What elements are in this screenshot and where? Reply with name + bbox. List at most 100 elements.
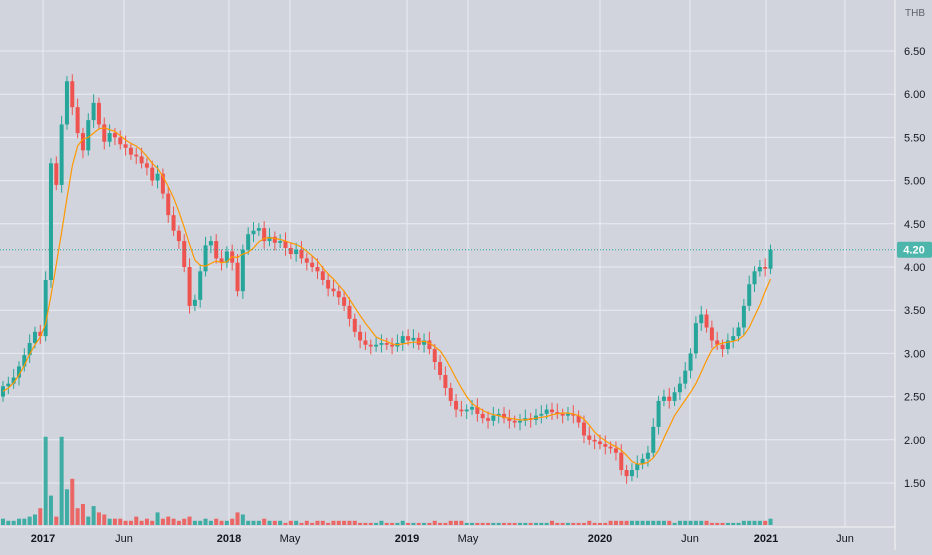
candle-body[interactable] xyxy=(342,297,347,306)
candle-body[interactable] xyxy=(267,236,272,242)
candle-body[interactable] xyxy=(709,327,714,341)
candle-body[interactable] xyxy=(454,400,459,410)
candle-body[interactable] xyxy=(48,163,53,280)
candle-body[interactable] xyxy=(208,241,213,246)
candle-body[interactable] xyxy=(368,344,373,347)
candle-body[interactable] xyxy=(262,228,267,242)
candle-body[interactable] xyxy=(27,343,32,356)
candle-body[interactable] xyxy=(294,249,299,255)
candle-body[interactable] xyxy=(459,409,464,412)
candle-body[interactable] xyxy=(475,406,480,414)
candle-body[interactable] xyxy=(91,102,96,121)
candle-body[interactable] xyxy=(128,147,133,155)
candle-body[interactable] xyxy=(715,340,720,345)
candle-body[interactable] xyxy=(416,337,421,345)
candle-body[interactable] xyxy=(400,336,405,344)
candle-body[interactable] xyxy=(315,267,320,272)
candle-body[interactable] xyxy=(336,291,341,298)
candle-body[interactable] xyxy=(411,337,416,341)
candle-body[interactable] xyxy=(70,81,75,108)
candle-body[interactable] xyxy=(661,396,666,401)
candle-body[interactable] xyxy=(651,426,656,453)
candle-body[interactable] xyxy=(683,370,688,384)
price-axis[interactable]: 1.50 2.00 2.50 3.00 3.50 4.00 4.50 5.00 5.50 6.00… xyxy=(904,46,925,490)
candle-body[interactable] xyxy=(358,331,363,341)
candle-body[interactable] xyxy=(518,420,523,423)
candle-body[interactable] xyxy=(150,167,155,181)
candle-body[interactable] xyxy=(155,173,160,181)
candle-body[interactable] xyxy=(38,331,43,337)
candle-body[interactable] xyxy=(198,271,203,300)
candle-body[interactable] xyxy=(182,241,187,267)
candle-body[interactable] xyxy=(736,327,741,337)
candle-body[interactable] xyxy=(240,249,245,292)
candle-body[interactable] xyxy=(704,314,709,328)
candle-body[interactable] xyxy=(235,262,240,292)
candle-body[interactable] xyxy=(656,400,661,427)
candle-body[interactable] xyxy=(507,418,512,421)
candle-body[interactable] xyxy=(246,234,251,250)
candle-body[interactable] xyxy=(310,262,315,267)
candle-body[interactable] xyxy=(278,241,283,243)
candle-body[interactable] xyxy=(118,137,123,145)
candle-body[interactable] xyxy=(720,344,725,350)
candle-body[interactable] xyxy=(32,331,37,344)
candle-body[interactable] xyxy=(693,323,698,354)
candle-body[interactable] xyxy=(763,267,768,269)
candle-body[interactable] xyxy=(64,81,69,125)
candle-body[interactable] xyxy=(176,230,181,242)
candle-body[interactable] xyxy=(352,318,357,332)
candle-body[interactable] xyxy=(597,441,602,445)
candle-body[interactable] xyxy=(731,336,736,341)
candle-body[interactable] xyxy=(443,375,448,388)
candle-body[interactable] xyxy=(326,279,331,289)
candle-body[interactable] xyxy=(299,249,304,259)
candle-body[interactable] xyxy=(22,355,27,367)
candle-body[interactable] xyxy=(1,386,5,397)
candle-body[interactable] xyxy=(496,413,501,416)
candle-body[interactable] xyxy=(544,409,549,414)
price-candles[interactable] xyxy=(1,74,773,484)
candle-body[interactable] xyxy=(757,267,762,272)
candle-body[interactable] xyxy=(43,279,48,337)
candle-body[interactable] xyxy=(629,470,634,477)
candle-body[interactable] xyxy=(571,413,576,416)
candle-body[interactable] xyxy=(438,362,443,375)
candle-body[interactable] xyxy=(219,258,224,263)
candle-body[interactable] xyxy=(59,124,64,185)
candle-body[interactable] xyxy=(486,418,491,421)
candle-body[interactable] xyxy=(331,288,336,292)
candle-body[interactable] xyxy=(747,284,752,306)
candle-body[interactable] xyxy=(160,173,165,194)
candle-body[interactable] xyxy=(752,271,757,285)
candle-body[interactable] xyxy=(427,340,432,350)
candle-body[interactable] xyxy=(645,452,650,459)
candle-body[interactable] xyxy=(406,336,411,341)
candle-body[interactable] xyxy=(464,409,469,412)
candle-body[interactable] xyxy=(667,396,672,401)
candle-body[interactable] xyxy=(608,446,613,449)
candle-body[interactable] xyxy=(619,452,624,471)
candle-body[interactable] xyxy=(677,383,682,393)
candle-body[interactable] xyxy=(448,387,453,401)
candle-body[interactable] xyxy=(75,107,80,134)
candle-body[interactable] xyxy=(768,249,773,269)
candle-body[interactable] xyxy=(139,156,144,164)
candle-body[interactable] xyxy=(565,413,570,416)
candle-body[interactable] xyxy=(102,124,107,142)
candle-body[interactable] xyxy=(555,412,560,414)
candle-body[interactable] xyxy=(272,236,277,243)
candle-body[interactable] xyxy=(6,383,11,387)
candle-body[interactable] xyxy=(166,193,171,216)
candle-body[interactable] xyxy=(539,413,544,416)
candle-body[interactable] xyxy=(480,413,485,419)
candle-body[interactable] xyxy=(587,435,592,440)
candle-body[interactable] xyxy=(725,340,730,350)
candle-body[interactable] xyxy=(672,392,677,401)
candle-body[interactable] xyxy=(741,305,746,328)
candle-body[interactable] xyxy=(549,409,554,413)
candle-body[interactable] xyxy=(347,305,352,319)
candle-body[interactable] xyxy=(123,144,128,148)
candle-body[interactable] xyxy=(192,299,197,306)
candle-body[interactable] xyxy=(390,344,395,347)
